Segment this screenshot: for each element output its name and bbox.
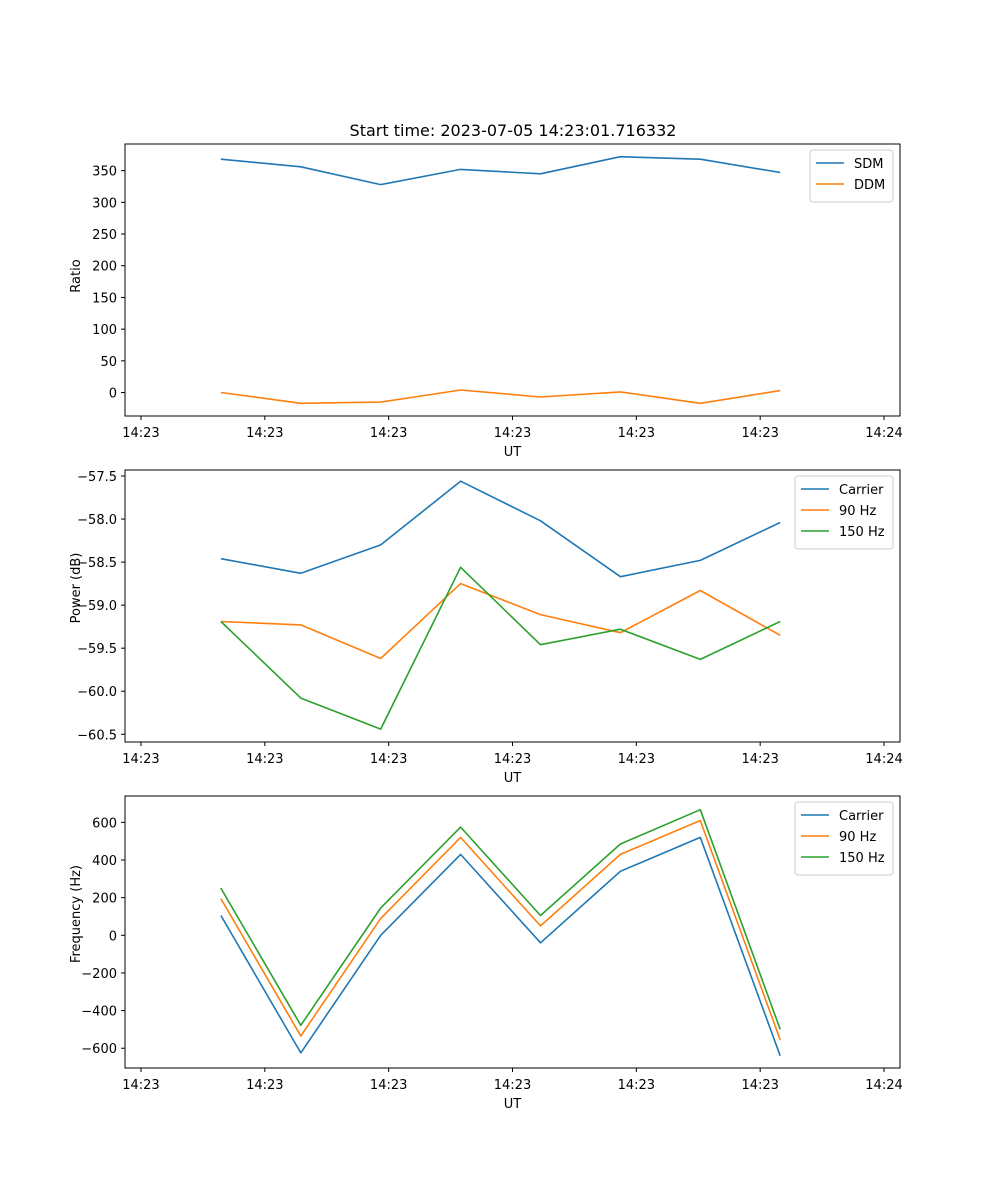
power-y-tick-label: −59.0: [77, 599, 117, 614]
ratio-y-axis-label: Ratio: [69, 259, 84, 292]
ratio-y-tick-label: 350: [92, 165, 117, 180]
power-x-tick-label: 14:23: [370, 752, 407, 767]
ratio-x-tick-label: 14:23: [246, 426, 283, 441]
frequency-x-tick-label: 14:24: [865, 1078, 902, 1093]
frequency-legend-label: 150 Hz: [839, 851, 885, 866]
frequency-y-tick-label: 0: [109, 929, 117, 944]
frequency-series-150-hz-line: [220, 808, 781, 1030]
frequency-series-carrier-line: [220, 836, 781, 1057]
ratio-y-tick-label: 300: [92, 196, 117, 211]
power-series-150-hz-line: [220, 566, 781, 730]
ratio-x-axis-label: UT: [504, 445, 522, 460]
ratio-x-tick-label: 14:23: [494, 426, 531, 441]
power-x-tick-label: 14:23: [246, 752, 283, 767]
frequency-y-tick-label: 200: [92, 892, 117, 907]
power-x-tick-label: 14:24: [865, 752, 902, 767]
ratio-y-tick-label: 200: [92, 260, 117, 275]
ratio-x-tick-label: 14:23: [370, 426, 407, 441]
ratio-y-tick-label: 250: [92, 228, 117, 243]
ratio-y-tick-label: 100: [92, 323, 117, 338]
ratio-series-sdm-line: [220, 155, 781, 186]
frequency-x-tick-label: 14:23: [618, 1078, 655, 1093]
frequency-x-tick-label: 14:23: [122, 1078, 159, 1093]
power-y-axis-label: Power (dB): [69, 553, 84, 624]
ratio-legend-label: DDM: [854, 178, 885, 193]
power-x-tick-label: 14:23: [494, 752, 531, 767]
power-x-tick-label: 14:23: [741, 752, 778, 767]
frequency-x-axis-label: UT: [504, 1097, 522, 1112]
power-legend-label: Carrier: [839, 483, 884, 498]
ratio-y-tick-label: 0: [109, 387, 117, 402]
power-y-tick-label: −60.5: [77, 728, 117, 743]
power-y-tick-label: −57.5: [77, 470, 117, 485]
frequency-legend-label: Carrier: [839, 809, 884, 824]
frequency-y-tick-label: −200: [81, 967, 117, 982]
ratio-x-tick-label: 14:23: [741, 426, 778, 441]
power-x-axis-label: UT: [504, 771, 522, 786]
power-y-tick-label: −60.0: [77, 685, 117, 700]
frequency-x-tick-label: 14:23: [246, 1078, 283, 1093]
frequency-x-tick-label: 14:23: [494, 1078, 531, 1093]
frequency-y-tick-label: −400: [81, 1005, 117, 1020]
power-series-carrier-line: [220, 480, 781, 578]
ratio-y-tick-label: 150: [92, 291, 117, 306]
ratio-y-tick-label: 50: [100, 355, 117, 370]
frequency-x-tick-label: 14:23: [741, 1078, 778, 1093]
frequency-y-tick-label: 400: [92, 854, 117, 869]
frequency-y-axis-label: Frequency (Hz): [69, 865, 84, 963]
ratio-x-tick-label: 14:23: [618, 426, 655, 441]
frequency-series-90-hz-line: [220, 819, 781, 1041]
ratio-x-tick-label: 14:23: [122, 426, 159, 441]
power-panel: 14:23 14:23 14:23 14:23 14:23 14:23 14:24 −60.5…: [69, 469, 903, 786]
power-y-tick-label: −59.5: [77, 642, 117, 657]
frequency-x-tick-label: 14:23: [370, 1078, 407, 1093]
ratio-legend-label: SDM: [854, 157, 883, 172]
frequency-y-tick-label: 600: [92, 816, 117, 831]
figure-title: Start time: 2023-07-05 14:23:01.716332: [350, 121, 677, 140]
power-y-tick-label: −58.5: [77, 556, 117, 571]
power-series-90-hz-line: [220, 582, 781, 660]
ratio-panel: 14:23 14:23 14:23 14:23 14:23 14:23 14:24 0 50 10…: [69, 143, 903, 460]
power-x-tick-label: 14:23: [122, 752, 159, 767]
power-legend-label: 90 Hz: [839, 504, 876, 519]
power-x-tick-label: 14:23: [618, 752, 655, 767]
ratio-x-tick-label: 14:24: [865, 426, 902, 441]
power-legend-label: 150 Hz: [839, 525, 885, 540]
frequency-legend-label: 90 Hz: [839, 830, 876, 845]
frequency-panel: 14:23 14:23 14:23 14:23 14:23 14:23 14:24 −600 −…: [69, 795, 903, 1112]
frequency-y-tick-label: −600: [81, 1042, 117, 1057]
ratio-series-ddm-line: [220, 389, 781, 405]
power-y-tick-label: −58.0: [77, 513, 117, 528]
